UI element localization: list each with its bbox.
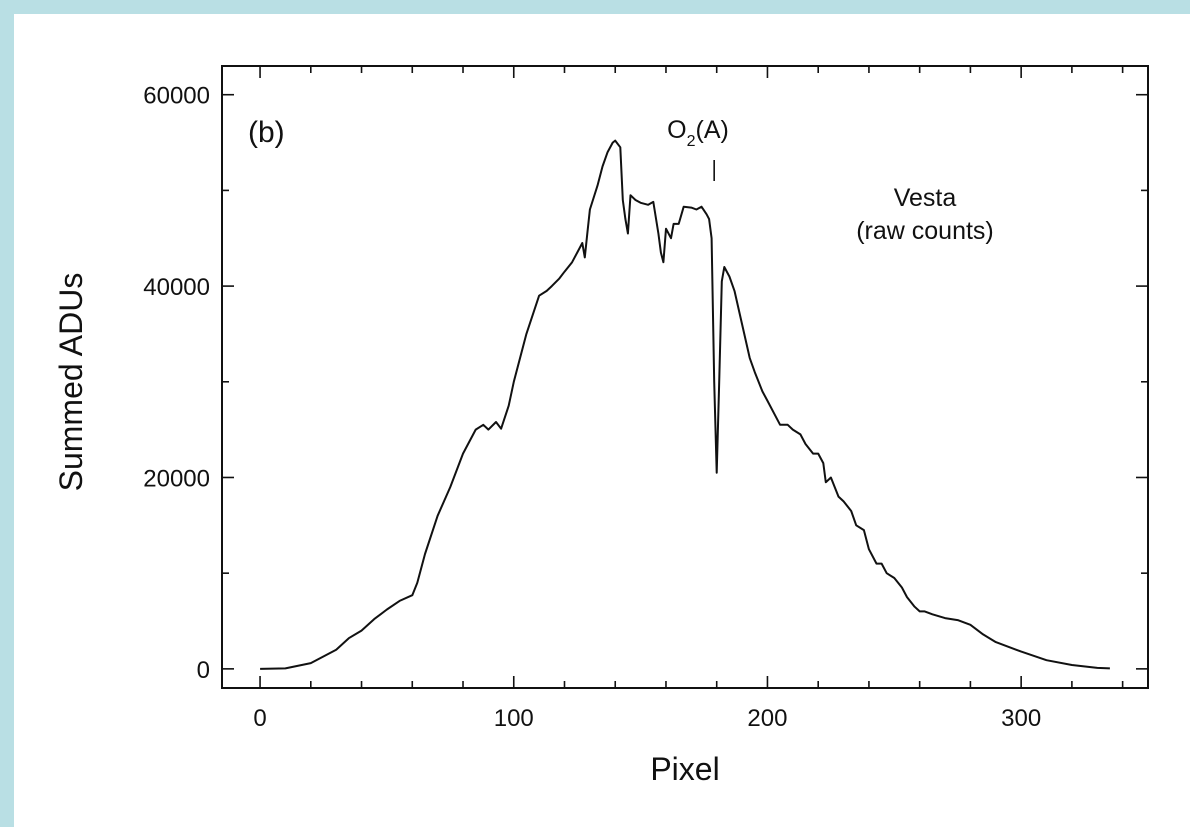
x-tick-label: 200 <box>747 705 787 732</box>
x-tick-label: 300 <box>1001 705 1041 732</box>
x-axis-label: Pixel <box>650 751 719 787</box>
y-tick-label: 60000 <box>143 83 210 110</box>
figure-frame: 0 100 200 300 0 20000 40000 60000 (b) O2(A) Ves… <box>14 14 1190 827</box>
series-line-vesta <box>260 139 1110 670</box>
target-note-label: (raw counts) <box>856 217 994 245</box>
axis-ticks <box>222 66 1148 688</box>
panel-label: (b) <box>248 116 285 149</box>
y-tick-label: 20000 <box>143 465 210 492</box>
o2-annotation-label: O2(A) <box>667 116 729 150</box>
x-tick-label: 0 <box>253 705 266 732</box>
chart: 0 100 200 300 0 20000 40000 60000 (b) O2(A) Ves… <box>53 65 1149 787</box>
x-tick-label: 100 <box>494 705 534 732</box>
y-tick-label: 40000 <box>143 274 210 301</box>
y-tick-label: 0 <box>197 657 210 684</box>
plot-area-border <box>221 65 1149 689</box>
axis-tick-labels: 0 100 200 300 0 20000 40000 60000 <box>143 83 1041 732</box>
y-axis-label: Summed ADUs <box>53 273 89 492</box>
target-name-label: Vesta <box>894 184 957 212</box>
